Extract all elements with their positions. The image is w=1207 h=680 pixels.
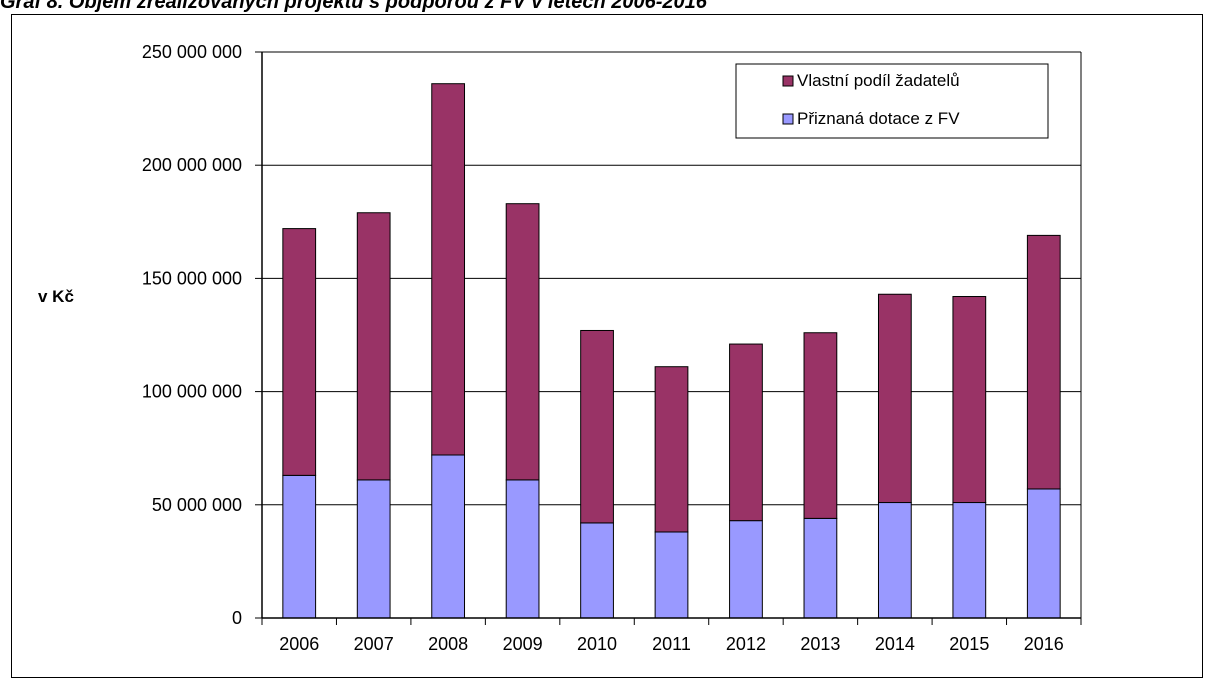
bar-segment: [729, 520, 763, 619]
bar-segment: [431, 454, 466, 619]
legend-label: Vlastní podíl žadatelů: [797, 71, 960, 90]
bars: [282, 83, 1061, 619]
y-tick-label: 200 000 000: [142, 155, 242, 175]
axes: [255, 51, 1082, 625]
bar-segment: [505, 479, 540, 619]
x-tick-label: 2009: [503, 634, 543, 654]
bar-segment: [803, 332, 838, 519]
bar-segment: [877, 293, 912, 504]
x-tick-label: 2007: [354, 634, 394, 654]
y-tick-label: 250 000 000: [142, 42, 242, 62]
y-tick-label: 50 000 000: [152, 495, 242, 515]
chart-title: Graf 8. Objem zrealizovaných projektů s …: [0, 0, 707, 13]
x-tick-label: 2015: [949, 634, 989, 654]
legend-swatch: [782, 75, 794, 87]
bar-segment: [431, 83, 466, 456]
axis-labels: 0 50 000 000 100 000 000 150 000 000 200 000…: [38, 42, 1064, 654]
bar-segment: [1026, 488, 1061, 619]
bar-segment: [952, 502, 987, 619]
bar-segment: [952, 296, 987, 504]
y-tick-label: 150 000 000: [142, 268, 242, 288]
x-tick-label: 2008: [428, 634, 468, 654]
x-tick-label: 2014: [875, 634, 915, 654]
bar-segment: [729, 343, 763, 522]
x-tick-label: 2016: [1024, 634, 1064, 654]
bar-segment: [877, 502, 912, 619]
x-tick-label: 2013: [800, 634, 840, 654]
y-tick-label: 100 000 000: [142, 382, 242, 402]
bar-segment: [505, 203, 540, 481]
legend-swatch: [782, 113, 794, 125]
bar-segment: [580, 329, 614, 524]
y-axis-label: v Kč: [38, 287, 74, 306]
x-tick-label: 2012: [726, 634, 766, 654]
chart-frame: [11, 14, 1203, 678]
x-tick-label: 2010: [577, 634, 617, 654]
bar-segment: [580, 522, 614, 619]
legend: Vlastní podíl žadatelů Přiznaná dotace z …: [735, 63, 1049, 139]
bar-segment: [654, 366, 689, 533]
bar-segment: [282, 474, 317, 619]
bar-segment: [803, 517, 838, 619]
legend-label: Přiznaná dotace z FV: [797, 109, 960, 128]
bar-segment: [654, 531, 689, 619]
y-tick-label: 0: [232, 608, 242, 628]
bar-segment: [356, 479, 391, 619]
x-tick-label: 2011: [652, 634, 691, 654]
bar-segment: [282, 228, 317, 476]
bar-segment: [1026, 234, 1061, 490]
bar-segment: [356, 212, 391, 481]
x-tick-label: 2006: [279, 634, 319, 654]
